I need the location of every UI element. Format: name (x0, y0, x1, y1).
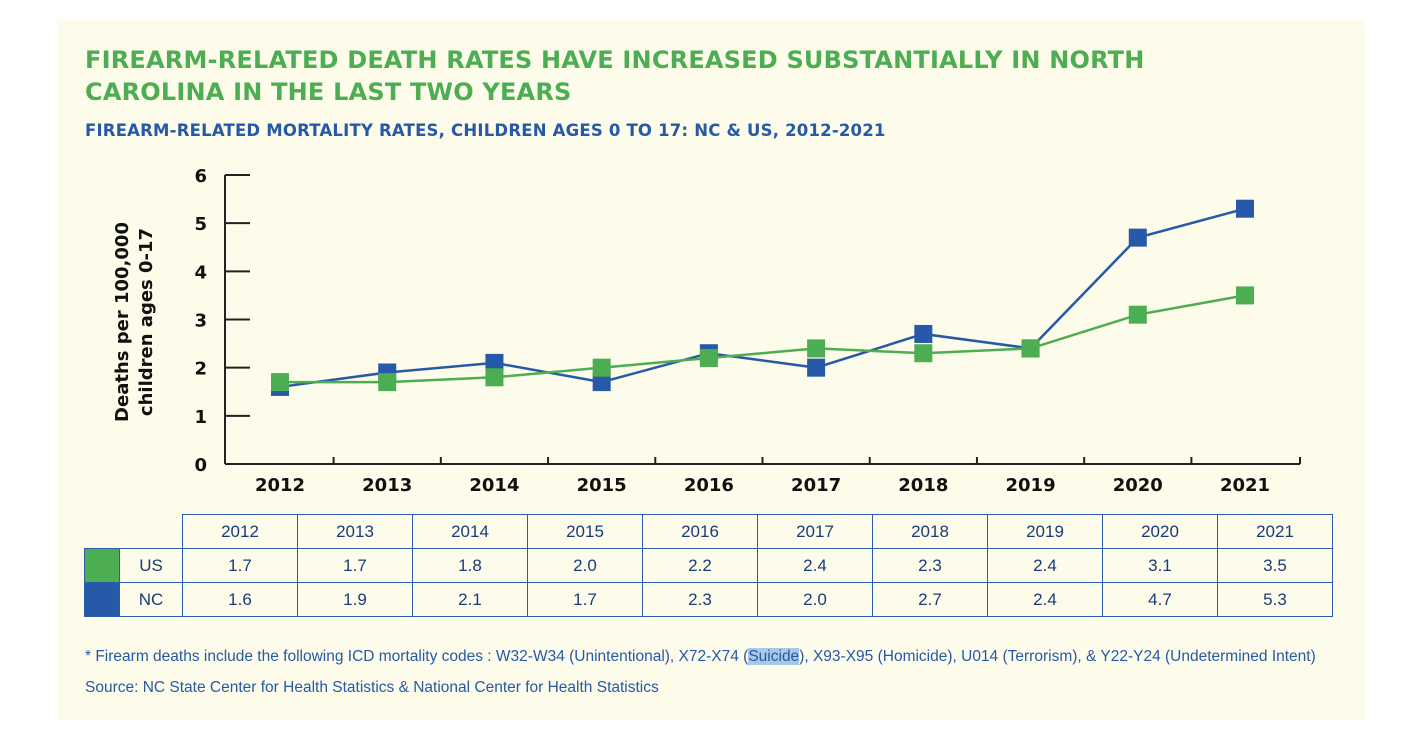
data-point-us (1021, 339, 1040, 358)
table-cell: 4.7 (1102, 582, 1218, 617)
table-year-header: 2021 (1217, 514, 1333, 549)
x-tick-label: 2016 (684, 475, 734, 496)
x-tick-label: 2013 (362, 475, 412, 496)
x-tick-label: 2020 (1113, 475, 1163, 496)
table-year-header: 2017 (757, 514, 873, 549)
x-tick-label: 2019 (1006, 475, 1056, 496)
data-point-us (592, 358, 611, 377)
table-year-header: 2015 (527, 514, 643, 549)
y-axis-label: children ages 0-17 (136, 228, 157, 416)
table-cell: 1.9 (297, 582, 413, 617)
y-tick-label: 1 (194, 407, 207, 428)
data-point-us (807, 339, 826, 358)
data-point-nc (914, 324, 933, 343)
table-cell: 2.2 (642, 548, 758, 583)
legend-swatch-nc (84, 582, 120, 617)
series-line-us (280, 294, 1246, 384)
y-tick-label: 0 (194, 455, 207, 476)
table-cell: 2.0 (757, 582, 873, 617)
x-tick-label: 2018 (898, 475, 948, 496)
table-cell: 1.7 (527, 582, 643, 617)
line-chart: 0 1 2 3 4 5 6 2012 2013 2014 2015 2016 2017 2018 2019 2… (112, 166, 1301, 496)
data-point-us (378, 373, 397, 392)
data-point-us (1128, 305, 1147, 324)
source-note: Source: NC State Center for Health Stati… (85, 679, 659, 696)
x-tick-label: 2015 (577, 475, 627, 496)
table-series-label: US (119, 548, 183, 583)
data-point-us (699, 349, 718, 368)
table-row: NC 1.6 1.9 2.1 1.7 2.3 2.0 2.7 2.4 4.7 5.3 (84, 582, 1333, 617)
table-header-row: 2012 2013 2014 2015 2016 2017 2018 2019 2020 2021 (85, 514, 1333, 549)
data-point-us (485, 368, 504, 387)
table-year-header: 2016 (642, 514, 758, 549)
footnote-highlight: Suicide (748, 648, 800, 665)
table-cell: 1.8 (412, 548, 528, 583)
y-tick-label: 3 (194, 311, 207, 332)
y-tick-label: 6 (194, 166, 207, 187)
data-point-us (271, 373, 289, 392)
table-year-header: 2013 (297, 514, 413, 549)
table-cell: 5.3 (1217, 582, 1333, 617)
data-point-nc (592, 373, 611, 392)
footnote-text-end: ), X93-X95 (Homicide), U014 (Terrorism),… (799, 648, 1316, 665)
table-year-header: 2019 (987, 514, 1103, 549)
table-cell: 2.4 (987, 582, 1103, 617)
table-cell: 2.0 (527, 548, 643, 583)
table-blank-cell (120, 515, 183, 549)
table-cell: 3.5 (1217, 548, 1333, 583)
legend-swatch-us (84, 548, 120, 583)
table-cell: 2.1 (412, 582, 528, 617)
chart-subtitle: FIREARM-RELATED MORTALITY RATES, CHILDRE… (85, 121, 886, 140)
table-cell: 2.7 (872, 582, 988, 617)
table-blank-cell (85, 515, 120, 549)
table-cell: 1.7 (297, 548, 413, 583)
y-tick-label: 4 (194, 262, 207, 283)
x-tick-label: 2014 (469, 475, 519, 496)
series-line-nc (279, 207, 1246, 389)
footnote-text-start: * Firearm deaths include the following I… (85, 648, 749, 665)
table-year-header: 2020 (1102, 514, 1218, 549)
table-cell: 2.3 (642, 582, 758, 617)
data-point-nc (807, 358, 826, 377)
x-tick-label: 2021 (1220, 475, 1270, 496)
data-point-nc (1236, 199, 1254, 218)
table-cell: 2.4 (987, 548, 1103, 583)
data-point-nc (485, 353, 504, 372)
x-tick-label: 2012 (255, 475, 305, 496)
table-row: US 1.7 1.7 1.8 2.0 2.2 2.4 2.3 2.4 3.1 3.5 (84, 548, 1333, 583)
footnote: * Firearm deaths include the following I… (85, 648, 1316, 666)
table-cell: 3.1 (1102, 548, 1218, 583)
y-axis-label: Deaths per 100,000 (112, 222, 133, 422)
table-year-header: 2012 (182, 514, 298, 549)
y-tick-label: 5 (194, 214, 207, 235)
x-tick-label: 2017 (791, 475, 841, 496)
table-cell: 2.3 (872, 548, 988, 583)
table-series-label: NC (119, 582, 183, 617)
table-cell: 1.6 (182, 582, 298, 617)
table-year-header: 2018 (872, 514, 988, 549)
table-cell: 1.7 (182, 548, 298, 583)
table-cell: 2.4 (757, 548, 873, 583)
data-table: 2012 2013 2014 2015 2016 2017 2018 2019 2020 2021… (84, 514, 1333, 617)
table-year-header: 2014 (412, 514, 528, 549)
chart-title: FIREARM-RELATED DEATH RATES HAVE INCREAS… (85, 46, 1145, 106)
y-tick-label: 2 (194, 359, 207, 380)
data-point-us (1236, 286, 1254, 305)
data-point-us (914, 344, 933, 363)
data-point-nc (1128, 228, 1147, 247)
